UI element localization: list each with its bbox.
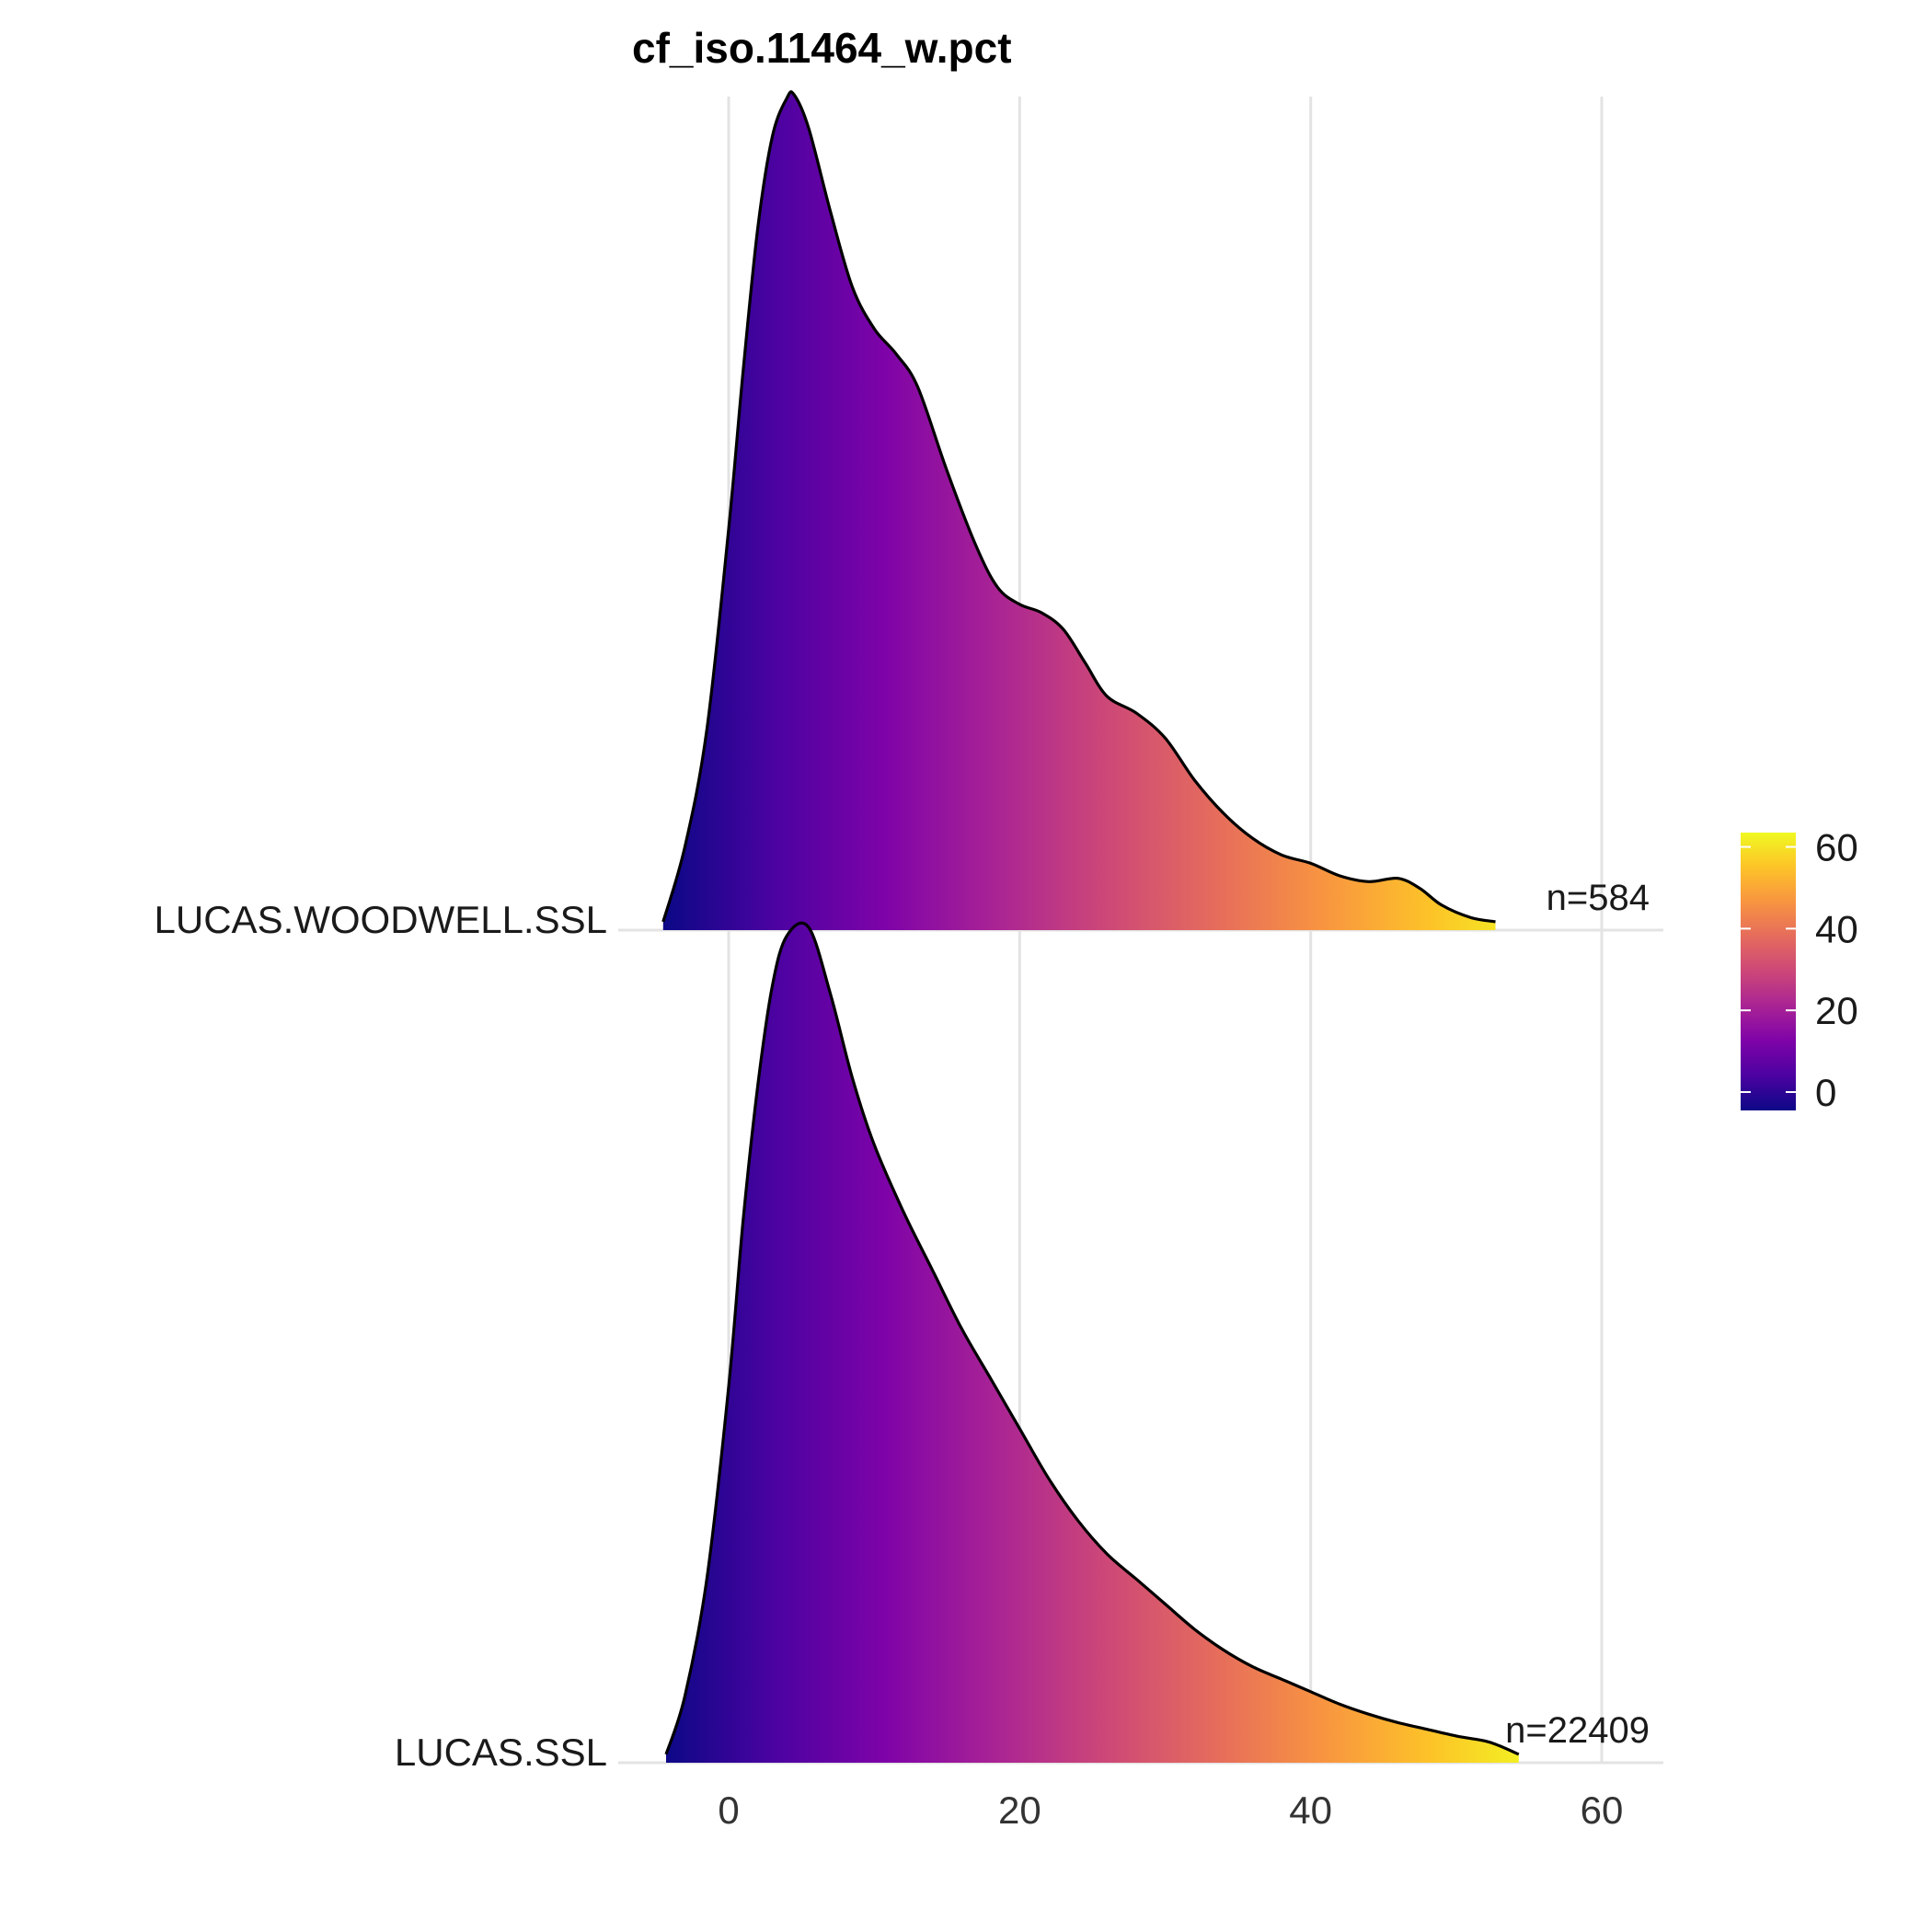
x-tick-label-60: 60 bbox=[1581, 1788, 1624, 1832]
category-label-lucas-ssl: LUCAS.SSL bbox=[395, 1731, 607, 1774]
category-labels: LUCAS.WOODWELL.SSL n=584 LUCAS.SSL n=22409 bbox=[155, 878, 1650, 1774]
ridge-area-lucas-ssl bbox=[666, 923, 1519, 1763]
chart-title: cf_iso.11464_w.pct bbox=[632, 24, 1012, 72]
x-tick-label-20: 20 bbox=[998, 1788, 1041, 1832]
legend-label-0: 0 bbox=[1815, 1071, 1836, 1114]
x-tick-label-0: 0 bbox=[718, 1788, 739, 1832]
legend-label-60: 60 bbox=[1815, 826, 1858, 869]
x-tick-label-40: 40 bbox=[1289, 1788, 1332, 1832]
n-label-lucas-woodwell-ssl: n=584 bbox=[1547, 878, 1650, 918]
ridge-outline-lucas-ssl bbox=[664, 921, 1520, 1756]
legend-label-40: 40 bbox=[1815, 907, 1858, 950]
colorbar bbox=[1741, 833, 1796, 1110]
n-label-lucas-ssl: n=22409 bbox=[1505, 1710, 1650, 1751]
ridge-area-lucas-woodwell-ssl bbox=[662, 91, 1496, 930]
color-legend: 0 20 40 60 bbox=[1741, 826, 1858, 1114]
density-ridges bbox=[661, 90, 1520, 1763]
legend-label-20: 20 bbox=[1815, 989, 1858, 1032]
ridge-outline-lucas-woodwell-ssl bbox=[661, 90, 1496, 924]
category-label-lucas-woodwell-ssl: LUCAS.WOODWELL.SSL bbox=[155, 898, 607, 941]
x-axis-ticks: 0 20 40 60 bbox=[718, 1788, 1623, 1832]
